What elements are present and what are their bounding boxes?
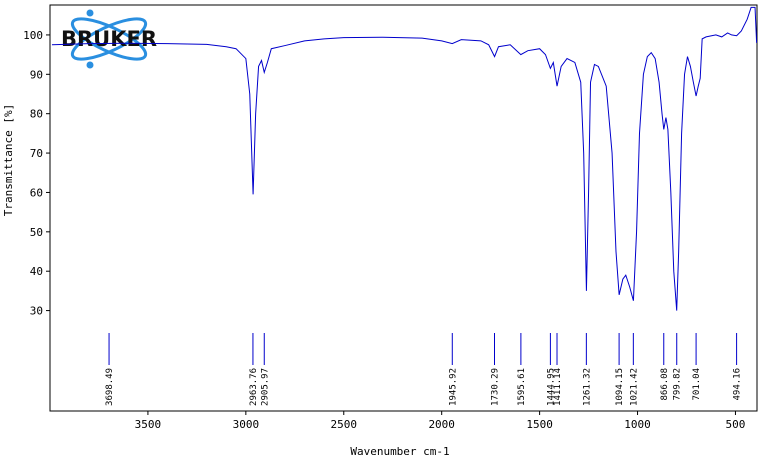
- y-axis-label: Transmittance [%]: [2, 104, 15, 217]
- logo-orbit: [70, 17, 148, 61]
- y-tick-label: 80: [30, 108, 43, 121]
- y-tick-label: 40: [30, 265, 43, 278]
- y-tick-label: 90: [30, 68, 43, 81]
- peak-label: 799.82: [673, 368, 683, 401]
- peak-label: 494.16: [733, 368, 743, 401]
- peak-label: 1094.15: [615, 368, 625, 406]
- logo: BRUKER: [61, 9, 157, 69]
- peak-label: 1595.61: [517, 368, 527, 406]
- spectrum-line: [51, 6, 758, 311]
- y-tick-label: 60: [30, 186, 43, 199]
- logo-dot: [86, 9, 94, 17]
- x-tick-label: 1000: [624, 418, 651, 431]
- x-tick-label: 2000: [428, 418, 455, 431]
- peak-label: 1411.14: [553, 368, 563, 406]
- peak-label: 1021.42: [629, 368, 639, 406]
- x-tick-label: 1500: [526, 418, 553, 431]
- peak-label: 1444.95: [546, 368, 556, 406]
- peak-label: 2963.76: [249, 368, 259, 406]
- y-tick-label: 100: [23, 29, 43, 42]
- y-tick-label: 30: [30, 305, 43, 318]
- peak-label: 866.08: [660, 368, 670, 401]
- peak-label: 2905.97: [260, 368, 270, 406]
- y-tick-label: 70: [30, 147, 43, 160]
- logo-dot: [86, 61, 94, 69]
- logo-orbit: [70, 17, 148, 61]
- logo-text: BRUKER: [61, 27, 157, 51]
- plot-frame: [49, 4, 758, 412]
- peak-label: 1261.32: [582, 368, 592, 406]
- peak-label: 3698.49: [105, 368, 115, 406]
- x-tick-label: 2500: [331, 418, 358, 431]
- peak-label: 701.04: [692, 368, 702, 401]
- x-tick-label: 3500: [135, 418, 162, 431]
- y-tick-label: 50: [30, 226, 43, 239]
- x-axis-label: Wavenumber cm-1: [350, 445, 449, 458]
- x-tick-label: 3000: [233, 418, 260, 431]
- peak-label: 1730.29: [491, 368, 501, 406]
- x-tick-label: 500: [726, 418, 746, 431]
- peak-label: 1945.92: [448, 368, 458, 406]
